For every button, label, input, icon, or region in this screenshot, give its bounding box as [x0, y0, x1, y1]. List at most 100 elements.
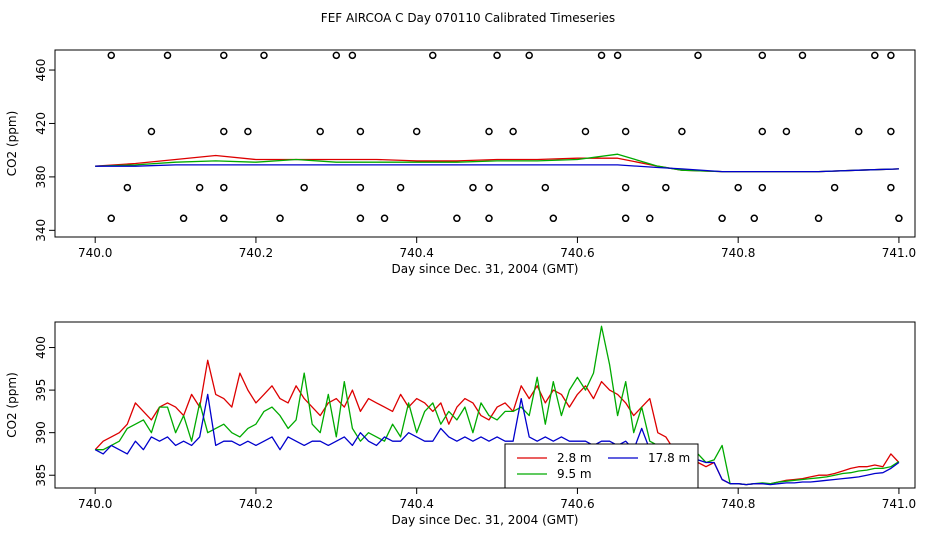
series-line-2-8-m [95, 154, 899, 173]
calibration-point [621, 214, 630, 223]
calibration-point [541, 183, 550, 192]
x-tick-label: 740.8 [721, 497, 755, 511]
chart-title: FEF AIRCOA C Day 070110 Calibrated Times… [321, 11, 615, 25]
top-panel: 740.0 740.2 740.4 740.6 740.8 741.0 340 380 420 4… [5, 49, 916, 276]
y-axis-label: CO2 (ppm) [5, 372, 19, 438]
calibration-point [798, 51, 807, 60]
calibration-point [782, 127, 791, 136]
calibration-point [396, 183, 405, 192]
y-tick-label: 390 [34, 421, 48, 444]
legend: 2.8 m 9.5 m 17.8 m [504, 443, 699, 489]
x-tick-label: 740.6 [560, 246, 594, 260]
calibration-point [469, 183, 477, 192]
calibration-point [348, 51, 357, 60]
x-tick-label: 740.6 [560, 497, 594, 511]
x-tick-label: 741.0 [882, 246, 916, 260]
calibration-point [123, 183, 132, 192]
calibration-point [260, 51, 268, 60]
calibration-point [895, 214, 903, 223]
calibration-point [613, 51, 622, 60]
calibration-point [830, 183, 839, 192]
calibration-point [694, 51, 702, 60]
calibration-point [678, 127, 686, 136]
legend-box [504, 443, 699, 489]
calibration-point [195, 183, 204, 192]
calibration-point [549, 214, 558, 223]
calibration-point [107, 214, 116, 223]
y-tick-label: 420 [34, 112, 48, 135]
calibration-point [485, 183, 493, 192]
y-tick-label: 460 [34, 59, 48, 82]
y-tick-label: 400 [34, 336, 48, 359]
bottom-panel: 740.0 740.2 740.4 740.6 740.8 741.0 385 390 395 4… [5, 321, 916, 527]
calibration-point [220, 127, 228, 136]
calibration-point [380, 214, 389, 223]
calibration-point [621, 127, 630, 136]
calibration-point [493, 51, 501, 60]
calibration-point [597, 51, 606, 60]
calibration-point [646, 214, 654, 223]
x-tick-label: 740.8 [721, 246, 755, 260]
calibration-point [887, 183, 895, 192]
y-tick-label: 395 [34, 379, 48, 402]
x-tick-label: 740.0 [78, 246, 112, 260]
calibration-point [887, 51, 895, 60]
calibration-point [332, 51, 341, 60]
calibration-point [662, 183, 670, 192]
series-line-9-5-m [95, 153, 899, 173]
series-line-2-8-m [94, 359, 900, 486]
calibration-point [429, 51, 437, 60]
calibration-point [758, 51, 767, 60]
x-tick-label: 740.4 [400, 246, 434, 260]
calibration-point [485, 127, 493, 136]
y-tick-label: 380 [34, 165, 48, 188]
calibration-point [453, 214, 461, 223]
calibration-point [485, 214, 493, 223]
calibration-point [316, 127, 324, 136]
series-line-9-5-m [95, 325, 900, 486]
legend-label: 9.5 m [557, 467, 592, 481]
calibration-point [871, 51, 879, 60]
x-tick-label: 740.2 [239, 497, 273, 511]
calibration-point [854, 127, 863, 136]
calibration-point [814, 214, 823, 223]
calibration-point [220, 214, 228, 223]
x-tick-label: 740.4 [400, 497, 434, 511]
calibration-point [525, 51, 533, 60]
calibration-point [887, 127, 895, 136]
x-tick-label: 740.2 [239, 246, 273, 260]
calibration-point [107, 51, 116, 60]
calibration-point [179, 214, 188, 223]
calibration-point [758, 127, 767, 136]
calibration-point [581, 127, 590, 136]
plot-frame [54, 49, 916, 238]
calibration-point [734, 183, 742, 192]
plot-frame [54, 321, 916, 489]
x-tick-label: 741.0 [882, 497, 916, 511]
calibration-point [750, 214, 759, 223]
calibration-point [412, 127, 421, 136]
legend-label: 2.8 m [557, 451, 592, 465]
calibration-point [356, 214, 365, 223]
calibration-point [621, 183, 630, 192]
x-tick-label: 740.0 [78, 497, 112, 511]
calibration-point [758, 183, 767, 192]
calibration-point [163, 51, 172, 60]
calibration-point [300, 183, 308, 192]
calibration-point [356, 127, 365, 136]
calibration-point [276, 214, 284, 223]
y-axis-label: CO2 (ppm) [5, 111, 19, 177]
series-line-17-8-m [95, 164, 899, 173]
y-tick-label: 385 [34, 464, 48, 487]
calibration-point [220, 183, 228, 192]
series-line-17-8-m [94, 393, 900, 486]
x-axis-label: Day since Dec. 31, 2004 (GMT) [392, 513, 579, 527]
calibration-point [356, 183, 365, 192]
calibration-point [147, 127, 156, 136]
calibration-point [509, 127, 517, 136]
calibration-point [244, 127, 252, 136]
calibration-point [718, 214, 726, 223]
legend-label: 17.8 m [648, 451, 690, 465]
x-axis-label: Day since Dec. 31, 2004 (GMT) [392, 262, 579, 276]
